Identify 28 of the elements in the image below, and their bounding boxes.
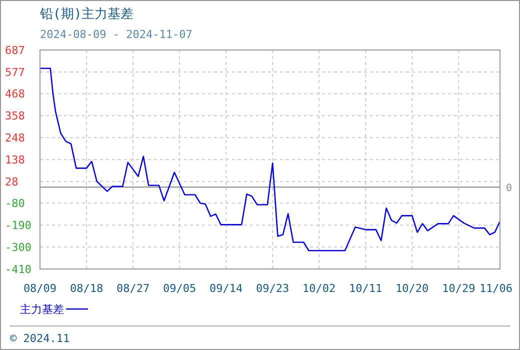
x-tick-label: 09/05 [162, 282, 196, 295]
chart-title: 铅(期)主力基差 [39, 6, 134, 22]
y-tick-label: 248 [5, 132, 25, 145]
y-tick-label: 687 [5, 44, 25, 57]
x-tick-label: 10/02 [302, 282, 336, 295]
y-tick-label: -190 [5, 219, 32, 232]
x-tick-label: 10/20 [396, 282, 429, 295]
y-tick-label: -410 [5, 263, 32, 276]
ref-line-label: 0 [506, 183, 512, 194]
y-tick-label: 358 [5, 110, 25, 123]
y-tick-label: 577 [5, 66, 25, 79]
y-tick-label: -300 [5, 241, 32, 254]
x-tick-label: 08/18 [70, 282, 104, 295]
x-tick-label: 08/09 [23, 282, 57, 295]
chart-subtitle: 2024-08-09 - 2024-11-07 [40, 28, 192, 41]
x-tick-label: 11/06 [479, 282, 513, 295]
x-tick-label: 09/14 [210, 282, 243, 295]
x-tick-label: 10/29 [442, 282, 476, 295]
y-tick-label: 138 [5, 154, 25, 167]
x-tick-label: 10/11 [349, 282, 382, 295]
y-tick-label: -80 [5, 197, 25, 210]
x-tick-label: 08/27 [116, 282, 150, 295]
y-tick-label: 468 [5, 88, 25, 101]
legend-label: 主力基差 [20, 303, 64, 316]
text: © 2024.11 [10, 332, 70, 345]
line-series [39, 68, 501, 252]
y-tick-label: 28 [5, 176, 18, 189]
x-tick-label: 09/23 [256, 282, 290, 295]
